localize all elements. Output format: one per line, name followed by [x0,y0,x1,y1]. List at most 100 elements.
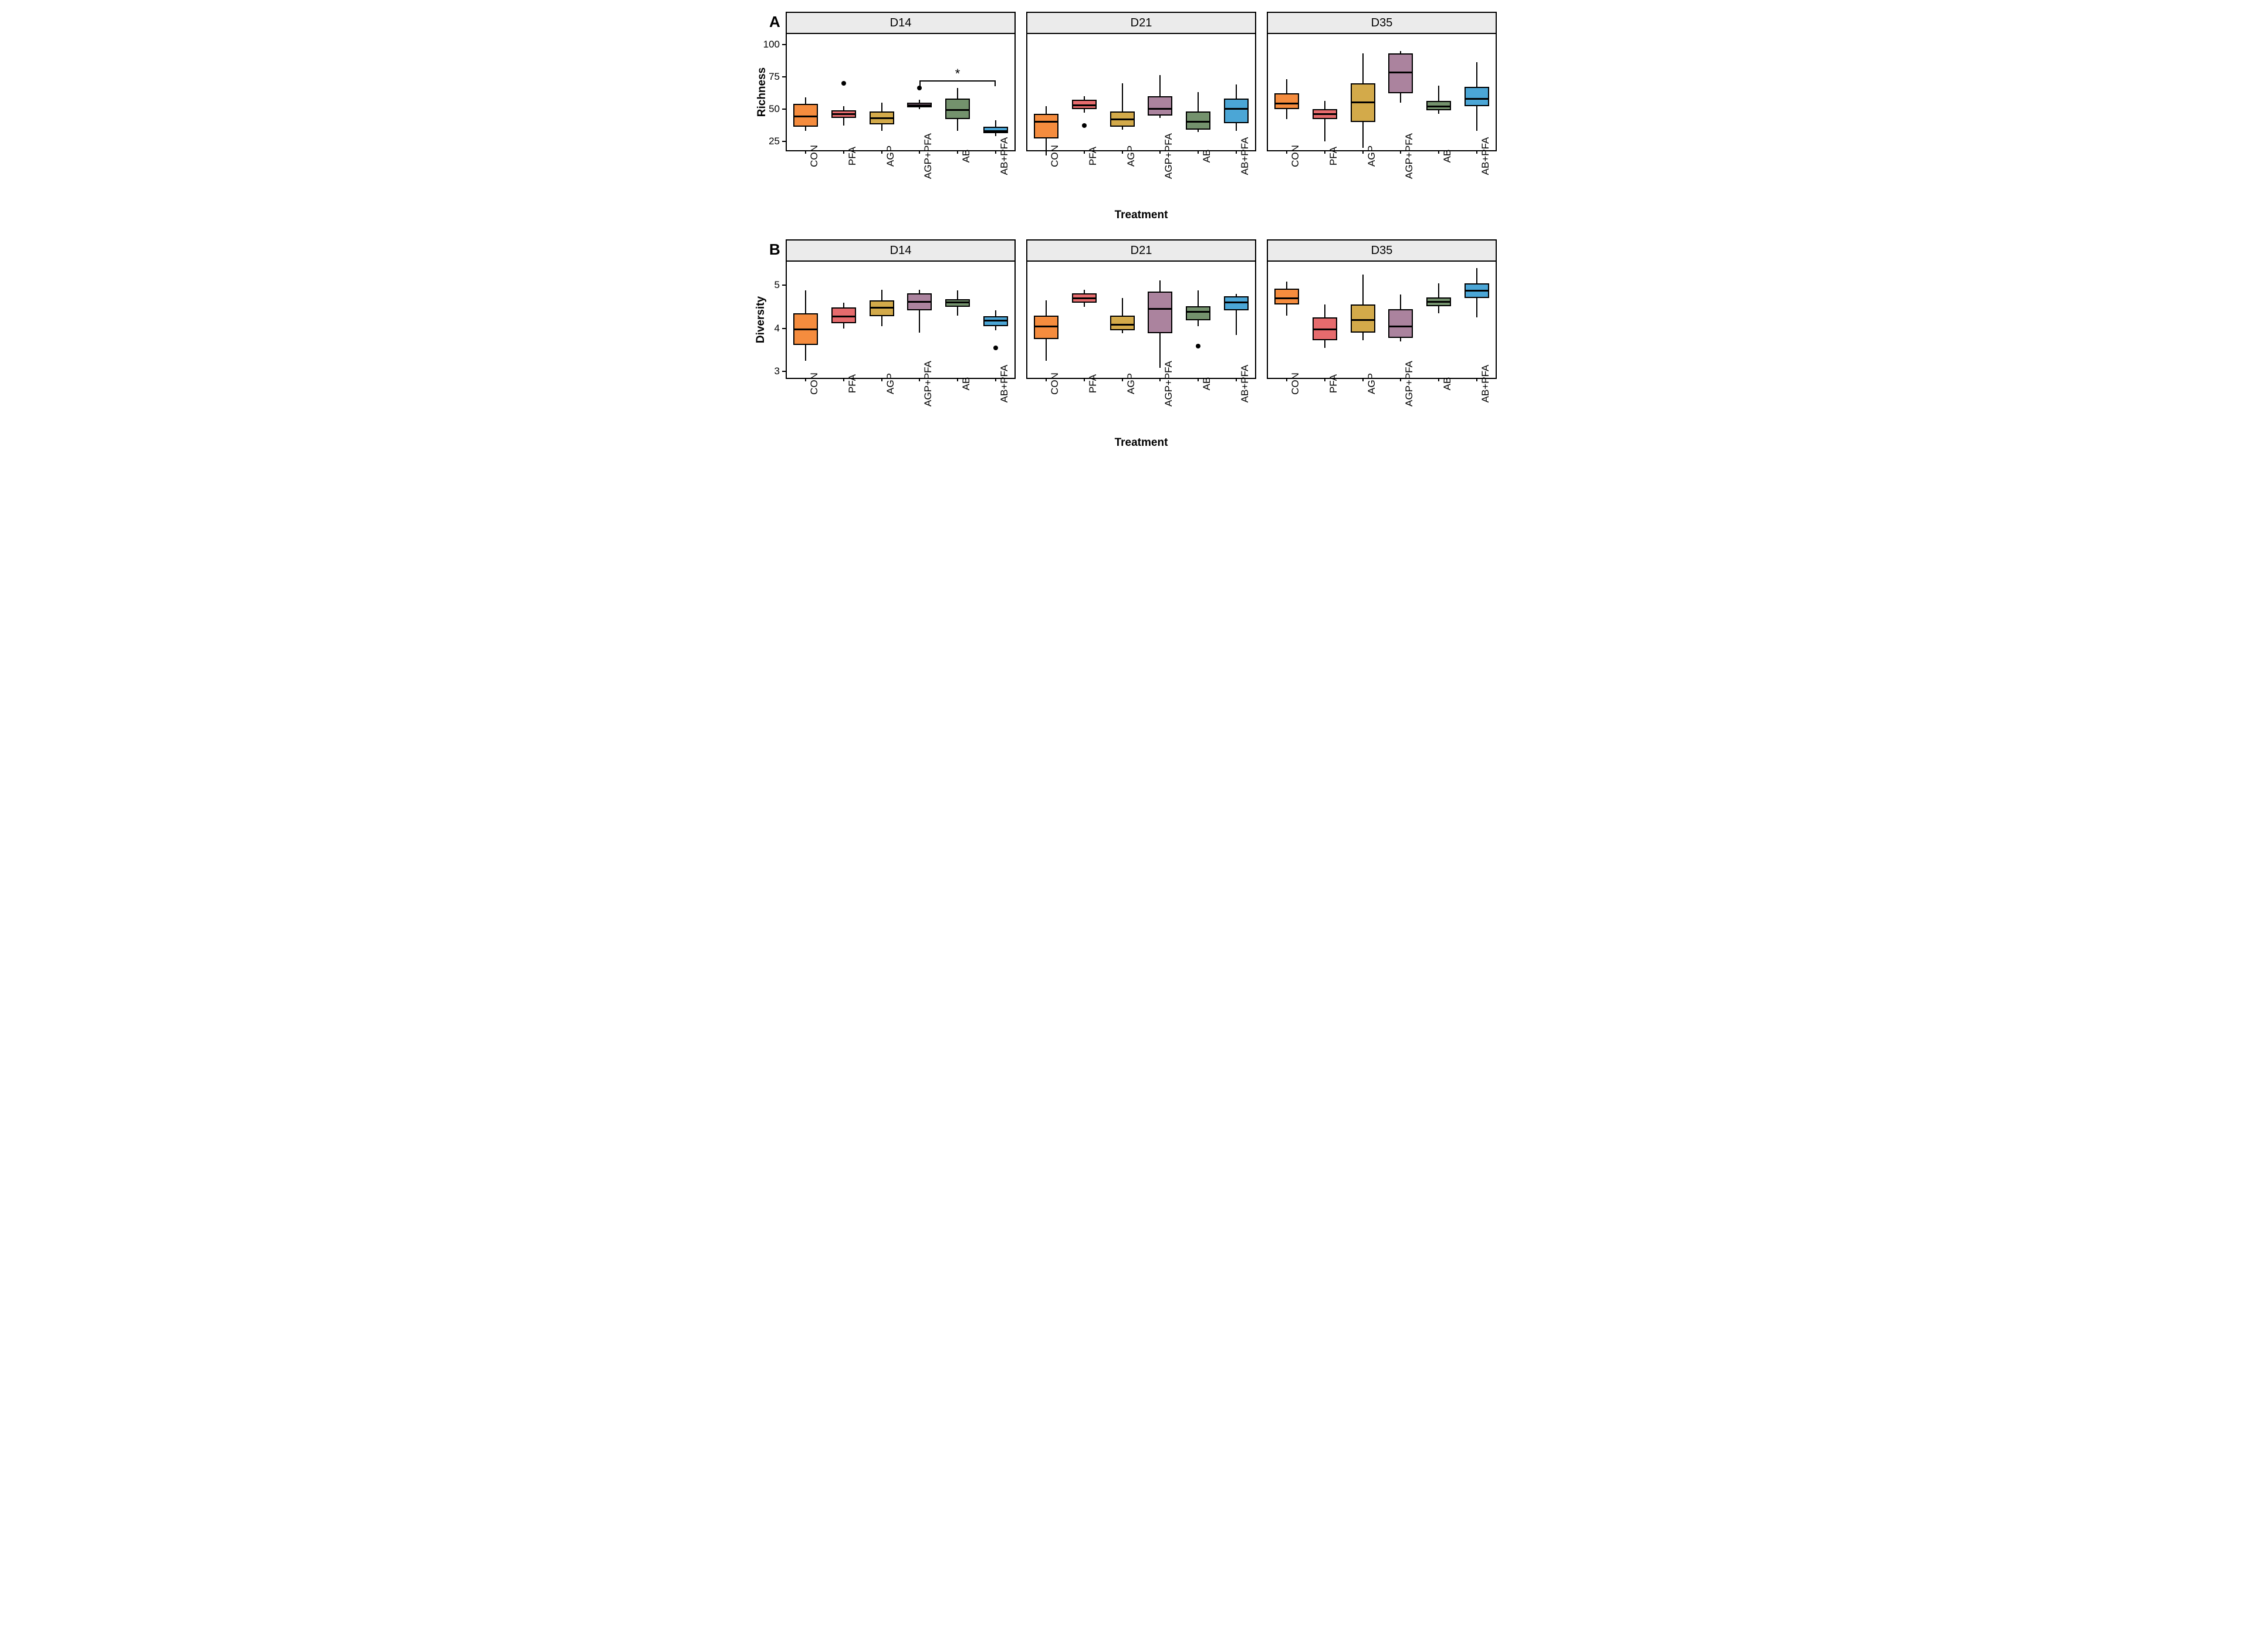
box [1274,289,1299,304]
median-line [1148,308,1172,310]
whisker-upper [1198,92,1199,111]
x-tick-label: AB [1442,150,1453,163]
whisker-upper [995,120,996,127]
whisker-upper [1122,83,1123,111]
tick-mark [957,378,958,381]
tick-mark [1362,150,1364,154]
y-axis: 255075100 [757,34,786,150]
tick-mark [782,44,786,45]
x-tick-label: PFA [847,374,858,393]
x-tick: PFA [1324,378,1325,381]
tick-mark [782,76,786,77]
plot-inner [787,262,1014,378]
median-line [1351,101,1375,103]
plot-inner [1268,262,1496,378]
whisker-upper [957,88,958,99]
x-tick: AB [1198,378,1199,381]
tick-mark [1084,378,1085,381]
x-tick-label: AGP+PFA [1403,361,1415,407]
x-tick: AB+PFA [1476,378,1477,381]
tick-mark [1324,378,1325,381]
tick-mark [843,150,844,154]
whisker-upper [1286,79,1287,93]
x-tick: PFA [843,378,844,381]
median-line [983,320,1008,321]
y-tick-label: 100 [760,39,780,50]
facet-strip: D35 [1267,12,1497,34]
y-tick-label: 4 [760,323,780,334]
whisker-upper [1122,298,1123,315]
tick-mark [1286,150,1287,154]
whisker-lower [1362,333,1364,340]
plot-inner [1027,34,1255,150]
x-tick: CON [1046,378,1047,381]
x-tick-label: AGP [1125,373,1137,394]
box [1034,114,1058,138]
box [1465,87,1489,106]
whisker-lower [995,133,996,136]
whisker-lower [1362,122,1364,148]
whisker-upper [1400,294,1401,309]
row-label: A [769,12,786,31]
x-axis: CONPFAAGPAGP+PFAABAB+PFA [1027,150,1255,203]
x-tick: AGP [1122,378,1123,381]
median-line [907,301,932,303]
outlier-point [917,86,922,90]
whisker-lower [995,326,996,330]
x-tick-label: CON [1290,373,1301,395]
figure-row: AD14Richness255075100*CONPFAAGPAGP+PFAAB… [769,12,1497,222]
box [1224,99,1249,123]
x-tick: CON [1286,378,1287,381]
x-axis: CONPFAAGPAGP+PFAABAB+PFA [787,378,1014,431]
median-line [1186,311,1210,313]
median-line [1388,326,1413,327]
tick-mark [1400,378,1401,381]
tick-mark [843,378,844,381]
x-tick-label: PFA [1087,147,1099,165]
median-line [1313,329,1337,330]
box [1186,306,1210,321]
box [1274,93,1299,109]
x-tick-label: CON [809,145,820,167]
outlier-point [993,346,998,350]
median-line [1426,106,1451,107]
x-tick-label: AB [960,150,972,163]
tick-mark [1122,378,1123,381]
whisker-upper [843,303,844,308]
x-tick: PFA [1084,378,1085,381]
plot-area: Richness255075100*CONPFAAGPAGP+PFAABAB+P… [786,34,1016,151]
box [1148,96,1172,116]
whisker-lower [805,345,806,361]
x-tick: PFA [1324,150,1325,154]
median-line [793,329,818,330]
y-axis: 345 [757,262,786,378]
x-tick-label: PFA [1328,147,1340,165]
x-tick: CON [1286,150,1287,154]
x-tick-label: AGP [885,145,897,167]
x-tick-label: AGP [1366,145,1378,167]
median-line [945,109,970,111]
whisker-lower [843,323,844,329]
y-tick-label: 3 [760,365,780,377]
x-tick: AGP [1122,150,1123,154]
whisker-upper [1236,84,1237,99]
whisker-upper [881,103,882,111]
x-axis: CONPFAAGPAGP+PFAABAB+PFA [1268,150,1496,203]
x-tick: AB+PFA [1236,150,1237,154]
x-tick: AGP [1362,150,1364,154]
tick-mark [1400,150,1401,154]
tick-mark [1046,378,1047,381]
whisker-upper [805,97,806,104]
y-tick: 3 [760,365,786,377]
x-tick-label: AGP [1125,145,1137,167]
x-tick-label: AGP [1366,373,1378,394]
whisker-upper [843,106,844,110]
median-line [831,316,856,317]
y-tick: 75 [760,71,786,83]
whisker-upper [1286,282,1287,289]
plot-area: CONPFAAGPAGP+PFAABAB+PFA [1267,34,1497,151]
median-line [1034,326,1058,327]
x-tick: AB+PFA [1236,378,1237,381]
y-tick: 50 [760,103,786,115]
facet-strip: D35 [1267,239,1497,262]
